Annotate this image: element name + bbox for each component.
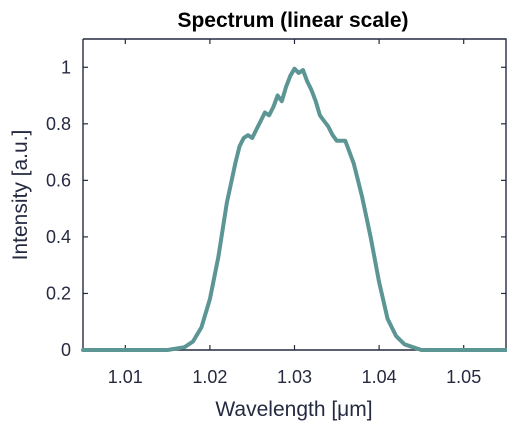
- x-tick-label: 1.04: [362, 367, 397, 387]
- y-tick-label: 0: [61, 340, 71, 360]
- x-tick-label: 1.02: [192, 367, 227, 387]
- y-ticks: 0 0.2 0.4 0.6 0.8 1: [46, 57, 506, 360]
- x-axis-label: Wavelength [μm]: [215, 398, 372, 421]
- y-tick-label: 0.8: [46, 114, 71, 134]
- chart-title: Spectrum (linear scale): [177, 9, 408, 32]
- plot-area: [83, 39, 506, 350]
- y-axis-label: Intensity [a.u.]: [9, 130, 32, 261]
- x-ticks: 1.01 1.02 1.03 1.04 1.05: [108, 39, 481, 387]
- x-tick-label: 1.03: [277, 367, 312, 387]
- y-tick-label: 0.2: [46, 283, 71, 303]
- x-tick-label: 1.05: [446, 367, 481, 387]
- y-tick-label: 0.6: [46, 170, 71, 190]
- y-tick-label: 0.4: [46, 227, 71, 247]
- y-tick-label: 1: [61, 57, 71, 77]
- plot-background: [83, 39, 506, 350]
- axis-frame-top-right: [83, 38, 507, 350]
- x-tick-label: 1.01: [108, 367, 143, 387]
- series-layer: [81, 66, 507, 352]
- spectrum-line: [81, 66, 507, 352]
